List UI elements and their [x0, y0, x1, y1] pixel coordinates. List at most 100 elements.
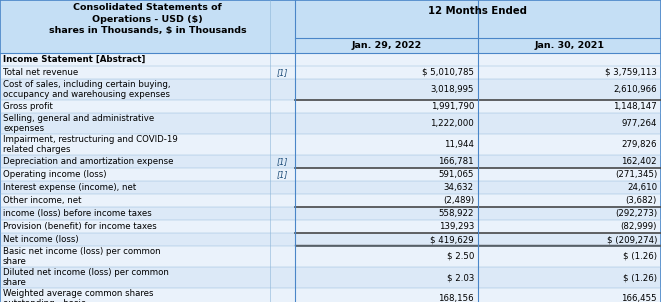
- Bar: [270, 181, 295, 194]
- Text: Operating income (loss): Operating income (loss): [3, 170, 106, 179]
- Bar: [478, 267, 661, 288]
- Bar: [295, 53, 478, 66]
- Bar: [270, 233, 295, 246]
- Text: 34,632: 34,632: [444, 183, 474, 192]
- Bar: [0, 53, 270, 66]
- Text: $ 5,010,785: $ 5,010,785: [422, 68, 474, 77]
- Bar: [478, 100, 661, 113]
- Bar: [478, 207, 661, 220]
- Text: Weighted average common shares
outstanding - basic: Weighted average common shares outstandi…: [3, 289, 153, 302]
- Text: 166,781: 166,781: [438, 157, 474, 166]
- Text: 558,922: 558,922: [438, 209, 474, 218]
- Bar: [0, 220, 270, 233]
- Bar: [0, 246, 270, 267]
- Text: Interest expense (income), net: Interest expense (income), net: [3, 183, 136, 192]
- Bar: [295, 0, 661, 38]
- Text: 591,065: 591,065: [438, 170, 474, 179]
- Text: Impairment, restructuring and COVID-19
related charges: Impairment, restructuring and COVID-19 r…: [3, 135, 178, 154]
- Bar: [478, 113, 661, 134]
- Bar: [295, 66, 478, 79]
- Bar: [0, 267, 270, 288]
- Bar: [270, 66, 295, 79]
- Bar: [478, 79, 661, 100]
- Bar: [270, 267, 295, 288]
- Bar: [270, 288, 295, 302]
- Text: 139,293: 139,293: [439, 222, 474, 231]
- Bar: [270, 194, 295, 207]
- Bar: [478, 38, 661, 53]
- Bar: [0, 0, 295, 38]
- Text: Jan. 29, 2022: Jan. 29, 2022: [352, 41, 422, 50]
- Bar: [270, 134, 295, 155]
- Bar: [270, 246, 295, 267]
- Bar: [270, 207, 295, 220]
- Bar: [0, 79, 270, 100]
- Bar: [478, 134, 661, 155]
- Bar: [295, 207, 478, 220]
- Text: 977,264: 977,264: [621, 119, 657, 128]
- Bar: [295, 38, 478, 53]
- Bar: [295, 113, 478, 134]
- Text: Basic net income (loss) per common
share: Basic net income (loss) per common share: [3, 247, 161, 266]
- Text: 12 Months Ended: 12 Months Ended: [428, 6, 527, 16]
- Text: $ (1.26): $ (1.26): [623, 252, 657, 261]
- Text: Total net revenue: Total net revenue: [3, 68, 78, 77]
- Bar: [295, 100, 478, 113]
- Text: [1]: [1]: [277, 157, 288, 166]
- Bar: [478, 66, 661, 79]
- Bar: [478, 233, 661, 246]
- Bar: [0, 181, 270, 194]
- Text: Consolidated Statements of
Operations - USD ($)
shares in Thousands, $ in Thousa: Consolidated Statements of Operations - …: [49, 3, 247, 35]
- Bar: [478, 168, 661, 181]
- Text: Net income (loss): Net income (loss): [3, 235, 79, 244]
- Text: Selling, general and administrative
expenses: Selling, general and administrative expe…: [3, 114, 154, 133]
- Text: 1,222,000: 1,222,000: [430, 119, 474, 128]
- Text: 166,455: 166,455: [621, 294, 657, 302]
- Text: 162,402: 162,402: [621, 157, 657, 166]
- Text: 279,826: 279,826: [621, 140, 657, 149]
- Text: $ 419,629: $ 419,629: [430, 235, 474, 244]
- Text: Jan. 30, 2021: Jan. 30, 2021: [535, 41, 605, 50]
- Bar: [270, 155, 295, 168]
- Bar: [295, 155, 478, 168]
- Bar: [0, 207, 270, 220]
- Bar: [0, 38, 295, 53]
- Bar: [295, 181, 478, 194]
- Bar: [270, 168, 295, 181]
- Text: Cost of sales, including certain buying,
occupancy and warehousing expenses: Cost of sales, including certain buying,…: [3, 80, 171, 99]
- Text: Income Statement [Abstract]: Income Statement [Abstract]: [3, 55, 145, 64]
- Bar: [0, 288, 270, 302]
- Bar: [0, 134, 270, 155]
- Bar: [295, 194, 478, 207]
- Bar: [295, 288, 478, 302]
- Bar: [295, 246, 478, 267]
- Bar: [270, 220, 295, 233]
- Bar: [270, 79, 295, 100]
- Text: Depreciation and amortization expense: Depreciation and amortization expense: [3, 157, 173, 166]
- Bar: [478, 288, 661, 302]
- Text: (82,999): (82,999): [621, 222, 657, 231]
- Text: $ (1.26): $ (1.26): [623, 273, 657, 282]
- Text: 2,610,966: 2,610,966: [613, 85, 657, 94]
- Text: Provision (benefit) for income taxes: Provision (benefit) for income taxes: [3, 222, 157, 231]
- Bar: [295, 79, 478, 100]
- Text: 1,148,147: 1,148,147: [613, 102, 657, 111]
- Text: $ 3,759,113: $ 3,759,113: [605, 68, 657, 77]
- Bar: [295, 134, 478, 155]
- Text: $ 2.50: $ 2.50: [447, 252, 474, 261]
- Text: Gross profit: Gross profit: [3, 102, 53, 111]
- Text: [1]: [1]: [277, 68, 288, 77]
- Text: 3,018,995: 3,018,995: [430, 85, 474, 94]
- Bar: [0, 100, 270, 113]
- Bar: [0, 168, 270, 181]
- Bar: [0, 113, 270, 134]
- Text: Diluted net income (loss) per common
share: Diluted net income (loss) per common sha…: [3, 268, 169, 287]
- Text: (3,682): (3,682): [626, 196, 657, 205]
- Bar: [270, 53, 295, 66]
- Bar: [478, 194, 661, 207]
- Bar: [295, 267, 478, 288]
- Bar: [295, 168, 478, 181]
- Bar: [478, 53, 661, 66]
- Text: (271,345): (271,345): [615, 170, 657, 179]
- Text: Other income, net: Other income, net: [3, 196, 81, 205]
